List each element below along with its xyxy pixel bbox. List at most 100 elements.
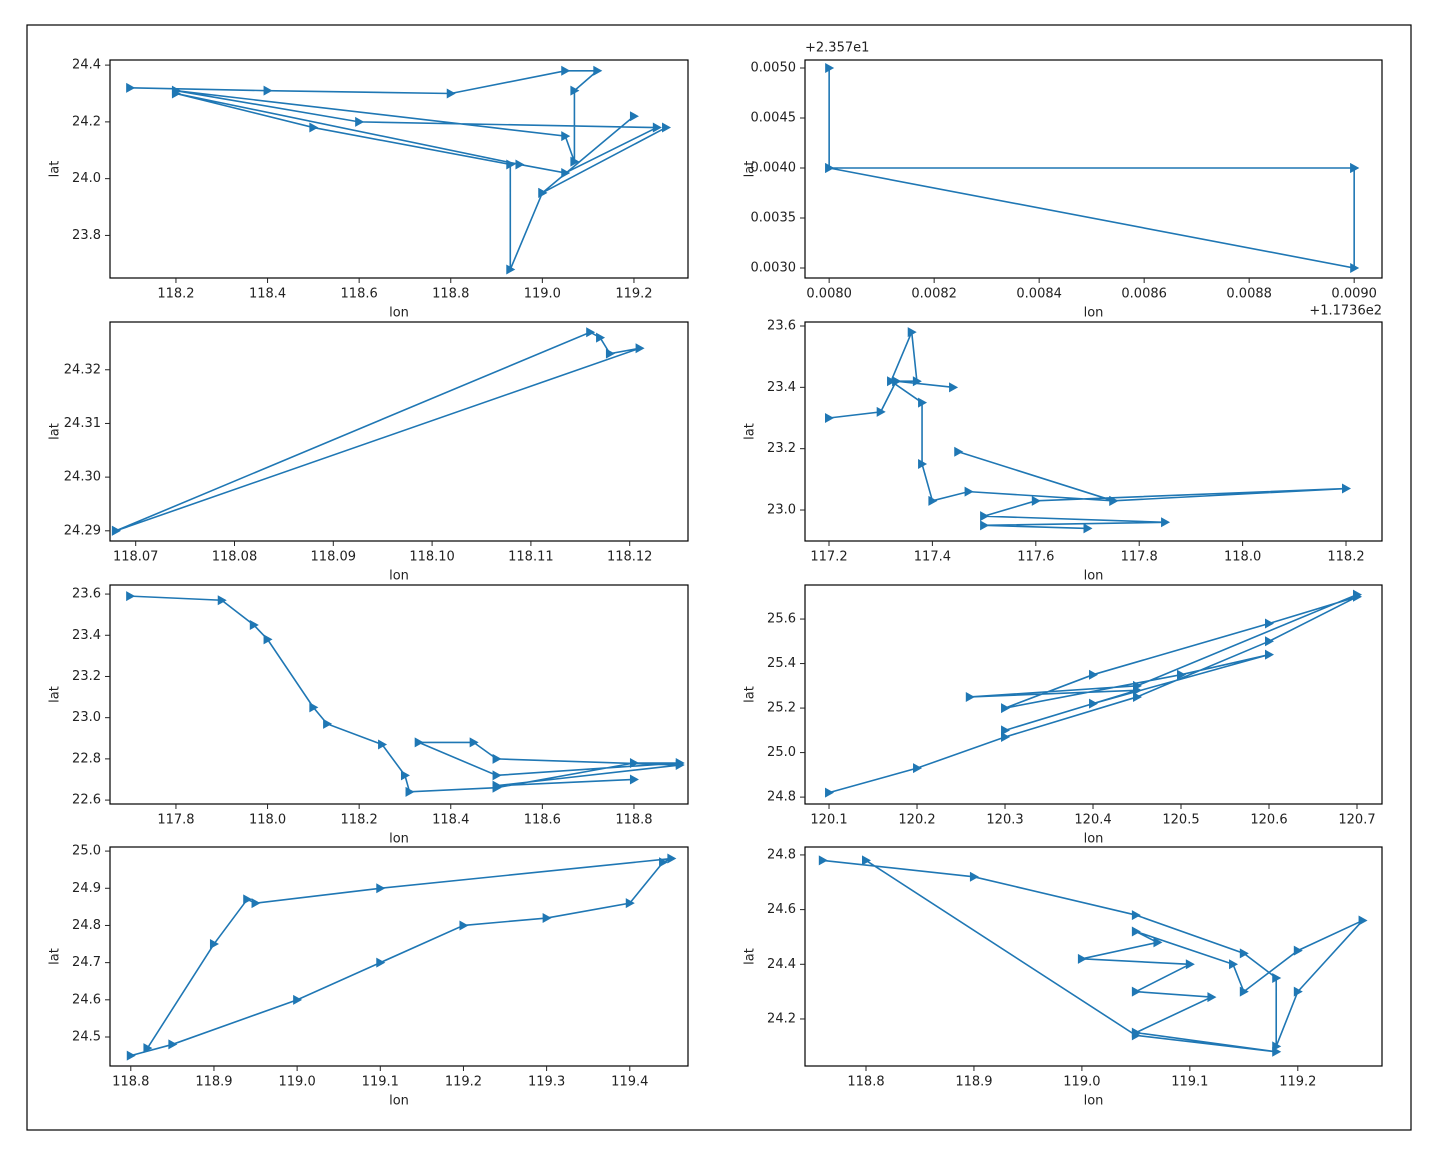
marker <box>570 156 580 167</box>
plot-area <box>126 853 677 1061</box>
marker <box>570 85 580 96</box>
marker <box>629 774 639 785</box>
marker <box>1353 589 1363 600</box>
x-axis-label: lon <box>389 306 409 321</box>
x-tick-label: 118.2 <box>341 813 378 828</box>
marker <box>1350 263 1360 273</box>
x-tick-label: 120.2 <box>898 813 935 828</box>
y-offset-label: +2.357e1 <box>805 41 869 56</box>
marker <box>675 760 685 771</box>
marker <box>1265 636 1275 647</box>
axes-frame <box>109 59 689 279</box>
marker <box>1153 937 1163 948</box>
x-tick-label: 118.2 <box>157 287 194 302</box>
marker <box>918 459 928 470</box>
x-tick-label: 119.2 <box>615 287 652 302</box>
x-tick-label: 119.0 <box>524 287 561 302</box>
marker <box>629 111 639 122</box>
marker <box>1089 698 1099 709</box>
marker <box>1001 732 1011 743</box>
marker <box>1131 986 1141 997</box>
marker <box>635 343 645 354</box>
marker <box>965 691 975 702</box>
x-tick-label: 120.6 <box>1250 813 1287 828</box>
x-tick-label: 118.8 <box>847 1075 884 1090</box>
marker <box>969 871 979 882</box>
marker <box>263 85 273 96</box>
x-axis-label: lon <box>389 569 409 584</box>
y-tick-label: 24.5 <box>72 1029 101 1044</box>
trajectory-line <box>130 595 680 793</box>
x-axis-label: lon <box>1084 1094 1104 1109</box>
x-tick-label: 118.4 <box>249 287 286 302</box>
x-tick-label: 120.1 <box>810 813 847 828</box>
y-tick-label: 25.4 <box>767 656 796 671</box>
x-tick-label: 118.11 <box>508 550 554 565</box>
axes-frame <box>804 59 1383 279</box>
marker <box>1272 972 1282 983</box>
trajectory-line <box>130 857 672 1057</box>
x-tick-label: 119.3 <box>528 1075 565 1090</box>
y-tick-label: 0.0045 <box>751 111 797 126</box>
x-tick-label: 0.0082 <box>911 287 957 302</box>
marker <box>652 122 662 133</box>
marker <box>667 853 677 864</box>
axes-frame <box>109 846 689 1067</box>
marker <box>1350 163 1360 173</box>
y-axis-label: lat <box>743 948 758 965</box>
x-tick-label: 119.1 <box>362 1075 399 1090</box>
x-tick-label: 119.0 <box>1063 1075 1100 1090</box>
marker <box>954 446 964 457</box>
y-tick-label: 22.6 <box>72 793 101 808</box>
y-tick-label: 24.30 <box>64 470 101 485</box>
marker <box>625 898 635 909</box>
marker <box>629 758 639 769</box>
x-axis-label: lon <box>1084 569 1104 584</box>
marker <box>126 1050 136 1061</box>
y-tick-label: 24.0 <box>72 171 101 186</box>
marker <box>171 88 181 99</box>
x-axis-label: lon <box>1084 306 1104 321</box>
marker <box>323 718 333 729</box>
y-tick-label: 23.2 <box>72 669 101 684</box>
marker <box>1131 926 1141 937</box>
marker <box>1239 948 1249 959</box>
marker <box>825 787 835 798</box>
marker <box>126 82 136 93</box>
marker <box>376 883 386 894</box>
trajectory-line <box>828 68 1355 269</box>
marker <box>1293 986 1303 997</box>
x-tick-label: 118.08 <box>212 550 258 565</box>
axes-frame <box>804 584 1383 805</box>
subplot: 118.8 118.9 119.0 119.1 119.2 24.2 24.4 24.6 24.… <box>743 846 1383 1109</box>
y-tick-label: 23.6 <box>72 587 101 602</box>
x-tick-label: 118.9 <box>195 1075 232 1090</box>
marker <box>263 634 273 645</box>
marker <box>446 88 456 99</box>
marker <box>293 994 303 1005</box>
x-tick-label: 117.2 <box>810 550 847 565</box>
subplot: 118.07 118.08 118.09 118.10 118.11 118.12 24.2… <box>48 321 689 584</box>
marker <box>111 525 121 536</box>
y-tick-label: 24.6 <box>767 902 796 917</box>
y-axis-label: lat <box>743 161 758 178</box>
marker <box>1109 495 1119 506</box>
marker <box>217 595 227 606</box>
x-tick-label: 119.2 <box>445 1075 482 1090</box>
marker <box>964 486 974 497</box>
marker <box>1272 1046 1282 1057</box>
y-axis-label: lat <box>743 423 758 440</box>
marker <box>492 753 502 764</box>
marker <box>1083 523 1093 534</box>
marker <box>876 406 886 417</box>
marker <box>1293 945 1303 956</box>
y-tick-label: 23.4 <box>767 380 796 395</box>
marker <box>492 780 502 791</box>
marker <box>1265 618 1275 629</box>
marker <box>586 327 596 338</box>
y-axis-label: lat <box>48 948 63 965</box>
y-axis-label: lat <box>743 686 758 703</box>
x-tick-label: 118.6 <box>341 287 378 302</box>
marker <box>861 855 871 866</box>
subplot: 0.0080 0.0082 0.0084 0.0086 0.0088 0.0090 0.00… <box>743 41 1383 321</box>
